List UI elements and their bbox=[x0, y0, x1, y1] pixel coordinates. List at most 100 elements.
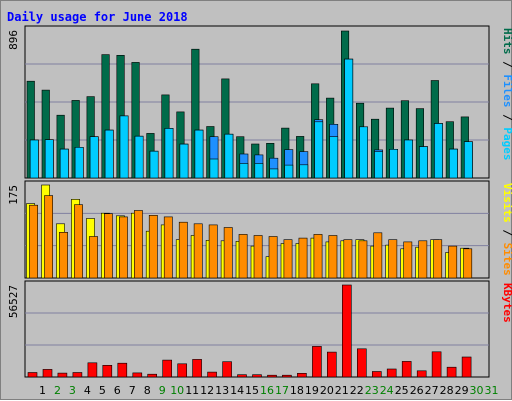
bar-pages-day-24 bbox=[374, 151, 383, 179]
bar-kbytes-day-28 bbox=[431, 351, 442, 378]
x-tick-label: 17 bbox=[275, 384, 289, 397]
bar-sites-day-13 bbox=[208, 224, 218, 279]
bar-sites-day-4 bbox=[74, 204, 83, 279]
bar-sites-day-7 bbox=[119, 216, 128, 279]
bar-pages-day-18 bbox=[284, 164, 294, 179]
bar-kbytes-day-16 bbox=[252, 374, 262, 378]
bar-pages-day-12 bbox=[194, 129, 204, 179]
y-max-label: 175 bbox=[7, 185, 20, 205]
bar-pages-day-7 bbox=[119, 115, 129, 179]
bar-sites-day-1 bbox=[29, 204, 38, 279]
bar-kbytes-day-24 bbox=[371, 371, 382, 378]
x-tick-label: 14 bbox=[230, 384, 244, 397]
x-tick-label: 16 bbox=[260, 384, 274, 397]
chart-title: Daily usage for June 2018 bbox=[7, 10, 188, 24]
bar-kbytes-day-4 bbox=[72, 372, 83, 378]
bar-pages-day-17 bbox=[269, 168, 279, 179]
x-tick-label: 13 bbox=[215, 384, 229, 397]
bar-pages-day-4 bbox=[74, 147, 84, 179]
x-tick-label: 1 bbox=[39, 384, 46, 397]
bar-kbytes-day-30 bbox=[461, 356, 472, 378]
bar-pages-day-20 bbox=[314, 121, 324, 179]
bar-sites-day-6 bbox=[104, 213, 113, 279]
legend-label: KBytes bbox=[501, 283, 512, 323]
bar-sites-day-5 bbox=[89, 236, 98, 279]
bar-kbytes-day-14 bbox=[222, 361, 232, 378]
bar-sites-day-22 bbox=[343, 239, 353, 279]
bar-sites-day-14 bbox=[223, 227, 233, 279]
x-tick-label: 8 bbox=[144, 384, 151, 397]
x-tick-label: 2 bbox=[54, 384, 61, 397]
bar-sites-day-30 bbox=[463, 248, 473, 279]
bar-pages-day-16 bbox=[254, 163, 264, 179]
bar-sites-day-18 bbox=[283, 239, 293, 279]
bar-kbytes-day-3 bbox=[57, 372, 68, 378]
x-tick-label: 28 bbox=[440, 384, 454, 397]
bar-sites-day-17 bbox=[268, 236, 278, 279]
bar-kbytes-day-27 bbox=[416, 370, 427, 378]
bar-pages-day-1 bbox=[29, 139, 39, 179]
x-tick-label: 5 bbox=[99, 384, 106, 397]
bar-pages-day-2 bbox=[44, 139, 54, 179]
bar-kbytes-day-19 bbox=[297, 372, 307, 378]
bar-sites-day-11 bbox=[178, 221, 188, 279]
bar-pages-day-10 bbox=[164, 128, 174, 179]
bar-kbytes-day-17 bbox=[267, 374, 277, 378]
legend-part: Sites bbox=[501, 243, 512, 276]
x-tick-label: 9 bbox=[159, 384, 166, 397]
bar-kbytes-day-21 bbox=[326, 351, 337, 378]
x-axis: 1 2 3 4 5 6 7 8 9 10 11 12 13 14 15 16 17 18 19 20 21 22 23 24 2… bbox=[39, 384, 499, 397]
bar-sites-day-21 bbox=[328, 235, 338, 279]
bar-pages-day-28 bbox=[434, 123, 443, 179]
bar-kbytes-day-26 bbox=[401, 361, 412, 378]
y-max-label: 56527 bbox=[7, 285, 20, 318]
x-tick-label: 4 bbox=[84, 384, 91, 397]
x-tick-label: 27 bbox=[425, 384, 439, 397]
x-tick-label: 11 bbox=[185, 384, 199, 397]
legend-part: KBytes bbox=[501, 283, 512, 323]
bar-pages-day-5 bbox=[89, 136, 99, 179]
x-tick-label: 26 bbox=[410, 384, 424, 397]
bar-sites-day-10 bbox=[163, 216, 173, 279]
bar-kbytes-day-9 bbox=[147, 373, 157, 378]
panel-1: 896 Hits / Files / Pages bbox=[7, 25, 512, 179]
bar-kbytes-day-11 bbox=[177, 363, 187, 378]
bar-kbytes-day-6 bbox=[102, 364, 113, 378]
x-tick-label: 15 bbox=[245, 384, 259, 397]
bar-sites-day-9 bbox=[148, 215, 158, 279]
bar-sites-day-20 bbox=[313, 234, 323, 279]
bar-sites-day-28 bbox=[433, 239, 443, 279]
bar-kbytes-day-2 bbox=[42, 369, 53, 378]
bar-sites-day-2 bbox=[44, 195, 53, 279]
x-tick-label: 31 bbox=[485, 384, 499, 397]
chart-panels: 896 Hits / Files / Pages 175 Visits / Sites… bbox=[7, 25, 512, 378]
bar-pages-day-25 bbox=[389, 149, 398, 179]
bar-pages-day-21 bbox=[329, 136, 339, 179]
x-tick-label: 12 bbox=[200, 384, 214, 397]
bar-pages-day-26 bbox=[404, 139, 413, 179]
x-tick-label: 29 bbox=[455, 384, 469, 397]
bar-sites-day-27 bbox=[418, 240, 428, 279]
bar-kbytes-day-8 bbox=[132, 372, 143, 378]
panel-3: 56527 KBytes bbox=[7, 280, 512, 378]
legend-part: / bbox=[501, 108, 512, 128]
bar-pages-day-19 bbox=[299, 164, 309, 179]
bar-sites-day-3 bbox=[59, 232, 68, 279]
bar-sites-day-16 bbox=[253, 235, 263, 279]
legend-part: / bbox=[501, 55, 512, 75]
bar-kbytes-day-15 bbox=[237, 374, 247, 378]
bar-kbytes-day-23 bbox=[356, 348, 367, 378]
legend-part: / bbox=[501, 223, 512, 243]
bar-kbytes-day-10 bbox=[162, 359, 172, 378]
bar-pages-day-3 bbox=[59, 148, 69, 179]
legend-part: Hits bbox=[501, 28, 512, 55]
bar-pages-day-23 bbox=[359, 126, 368, 179]
x-tick-label: 6 bbox=[114, 384, 121, 397]
bar-sites-day-25 bbox=[388, 239, 398, 279]
bar-sites-day-8 bbox=[134, 210, 143, 279]
bar-kbytes-day-20 bbox=[312, 346, 322, 378]
x-tick-label: 19 bbox=[305, 384, 319, 397]
x-tick-label: 23 bbox=[365, 384, 379, 397]
x-tick-label: 7 bbox=[129, 384, 136, 397]
